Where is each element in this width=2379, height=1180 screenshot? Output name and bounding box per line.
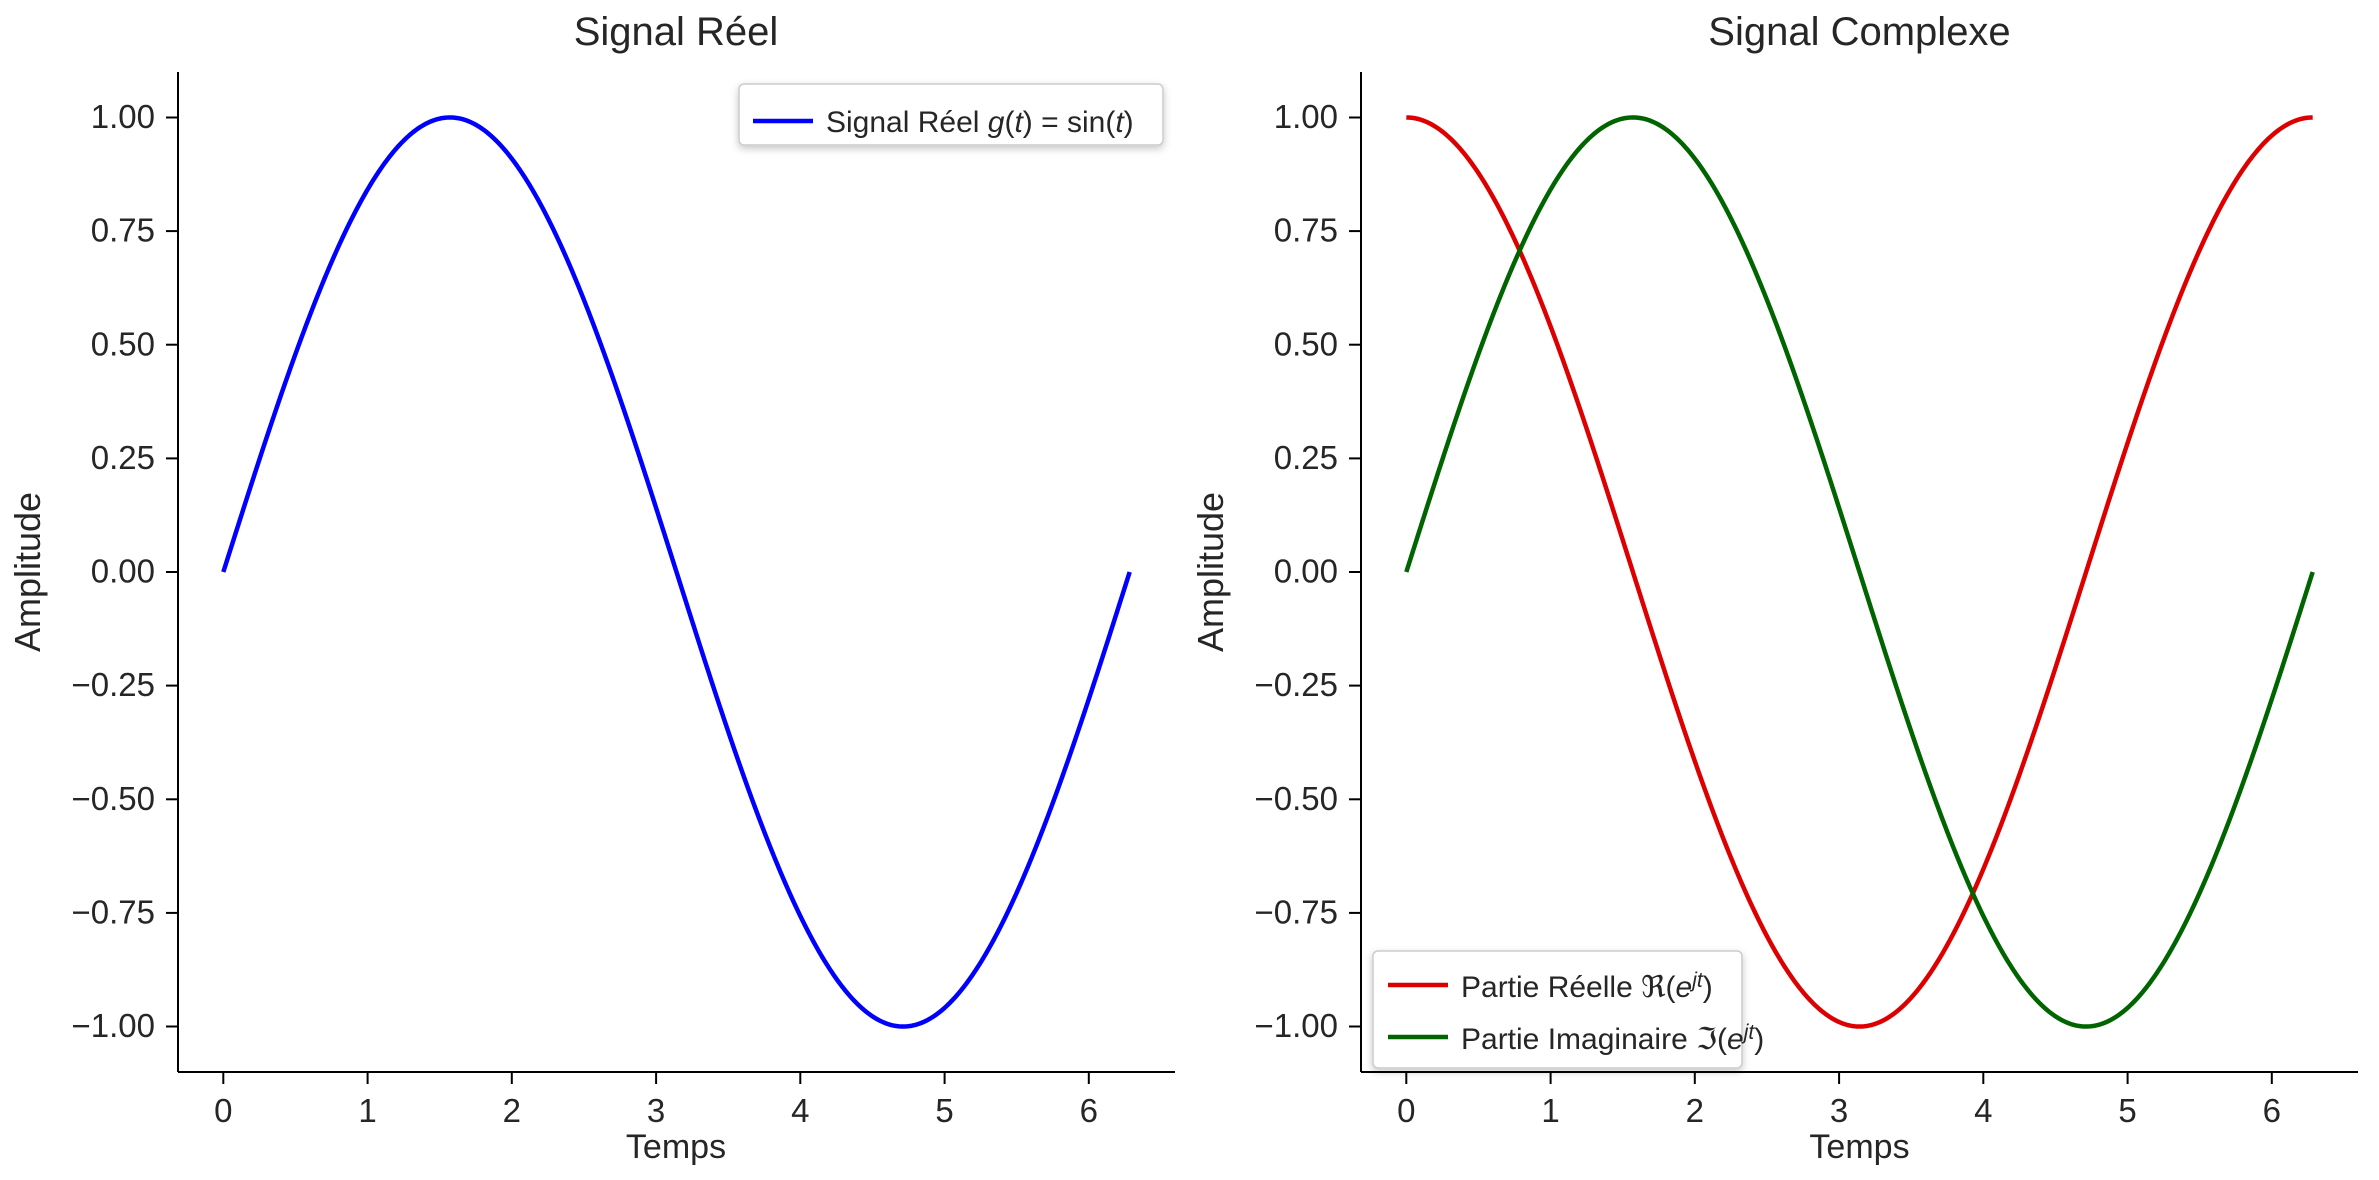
svg-text:−0.25: −0.25 [72,666,156,703]
svg-text:1: 1 [358,1092,376,1129]
svg-text:3: 3 [1830,1092,1848,1129]
svg-text:−0.50: −0.50 [72,780,156,817]
svg-text:0: 0 [214,1092,232,1129]
svg-text:4: 4 [791,1092,809,1129]
svg-text:Amplitude: Amplitude [7,492,48,652]
svg-text:1: 1 [1541,1092,1559,1129]
svg-text:0.00: 0.00 [1274,553,1338,590]
svg-text:6: 6 [1080,1092,1098,1129]
svg-text:−0.50: −0.50 [1255,780,1339,817]
svg-text:Partie Imaginaire ℑ(ejt): Partie Imaginaire ℑ(ejt) [1461,1021,1764,1056]
svg-text:Signal Réel g(t) = sin(t): Signal Réel g(t) = sin(t) [826,106,1134,139]
svg-text:5: 5 [935,1092,953,1129]
svg-text:−0.75: −0.75 [1255,894,1339,931]
svg-text:0.50: 0.50 [91,325,155,362]
svg-text:−0.75: −0.75 [72,894,156,931]
svg-text:0.25: 0.25 [1274,439,1338,476]
svg-text:4: 4 [1974,1092,1992,1129]
svg-text:0.00: 0.00 [91,553,155,590]
svg-text:Amplitude: Amplitude [1190,492,1231,652]
svg-text:2: 2 [503,1092,521,1129]
svg-text:1.00: 1.00 [1274,98,1338,135]
svg-text:0: 0 [1397,1092,1415,1129]
svg-text:Signal Complexe: Signal Complexe [1708,10,2010,54]
svg-text:Partie Réelle ℜ(ejt): Partie Réelle ℜ(ejt) [1461,969,1713,1004]
svg-text:1.00: 1.00 [91,98,155,135]
svg-text:0.25: 0.25 [91,439,155,476]
svg-text:6: 6 [2263,1092,2281,1129]
svg-text:−0.25: −0.25 [1255,666,1339,703]
svg-text:0.75: 0.75 [91,212,155,249]
svg-text:2: 2 [1686,1092,1704,1129]
svg-text:0.50: 0.50 [1274,325,1338,362]
svg-text:−1.00: −1.00 [72,1007,156,1044]
svg-text:Temps: Temps [626,1128,726,1166]
svg-text:Signal Réel: Signal Réel [574,10,779,54]
svg-text:3: 3 [647,1092,665,1129]
svg-text:Temps: Temps [1809,1128,1909,1166]
svg-text:0.75: 0.75 [1274,212,1338,249]
svg-text:−1.00: −1.00 [1255,1007,1339,1044]
svg-text:5: 5 [2118,1092,2136,1129]
